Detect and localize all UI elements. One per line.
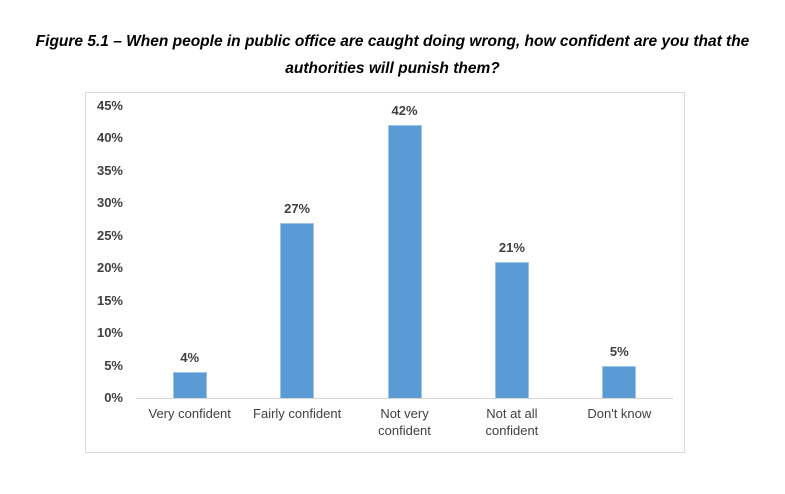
y-tick-label: 5%	[104, 357, 123, 373]
x-axis-line	[136, 398, 673, 399]
bar	[280, 223, 315, 398]
bar-data-label: 27%	[284, 201, 311, 216]
y-tick-label: 15%	[96, 292, 123, 308]
bar-column: 4%	[136, 106, 243, 398]
category-label: Don't know	[587, 406, 652, 421]
figure-title: Figure 5.1 – When people in public offic…	[0, 28, 785, 82]
bar	[602, 366, 637, 398]
figure-title-text: Figure 5.1 – When people in public offic…	[35, 33, 750, 77]
bar	[494, 262, 529, 398]
y-tick-label: 20%	[96, 260, 123, 276]
y-tick-label: 45%	[96, 98, 123, 113]
x-axis-category-labels: Very confident Fairly confident Not very c…	[136, 405, 673, 439]
y-tick-label: 35%	[96, 162, 123, 178]
bar-column: 21%	[458, 106, 565, 398]
bar-data-label: 5%	[609, 344, 629, 359]
y-tick-label: 30%	[96, 195, 123, 211]
bar	[387, 125, 422, 398]
bar-column: 27%	[243, 106, 350, 398]
plot-area: 4% 27% 42% 21% 5%	[136, 103, 673, 398]
category-label: Fairly confident	[253, 406, 342, 421]
bar	[172, 372, 207, 398]
bar-chart: 0% 5% 10% 15% 20% 25% 30% 35% 40% 45% 4% 27% 42% 21%…	[85, 92, 685, 453]
bar-column: 5%	[566, 106, 673, 398]
category-label: Not at all confident	[485, 406, 539, 438]
category-label: Very confident	[148, 406, 231, 421]
y-tick-label: 10%	[96, 325, 123, 341]
bar-data-label: 21%	[498, 240, 525, 255]
y-tick-label: 0%	[104, 390, 123, 405]
y-tick-label: 40%	[96, 130, 123, 146]
bar-data-label: 4%	[180, 350, 200, 365]
y-tick-label: 25%	[96, 227, 123, 243]
bar-data-label: 42%	[391, 103, 418, 118]
bar-column: 42%	[351, 103, 458, 398]
category-label: Not very confident	[378, 406, 431, 438]
